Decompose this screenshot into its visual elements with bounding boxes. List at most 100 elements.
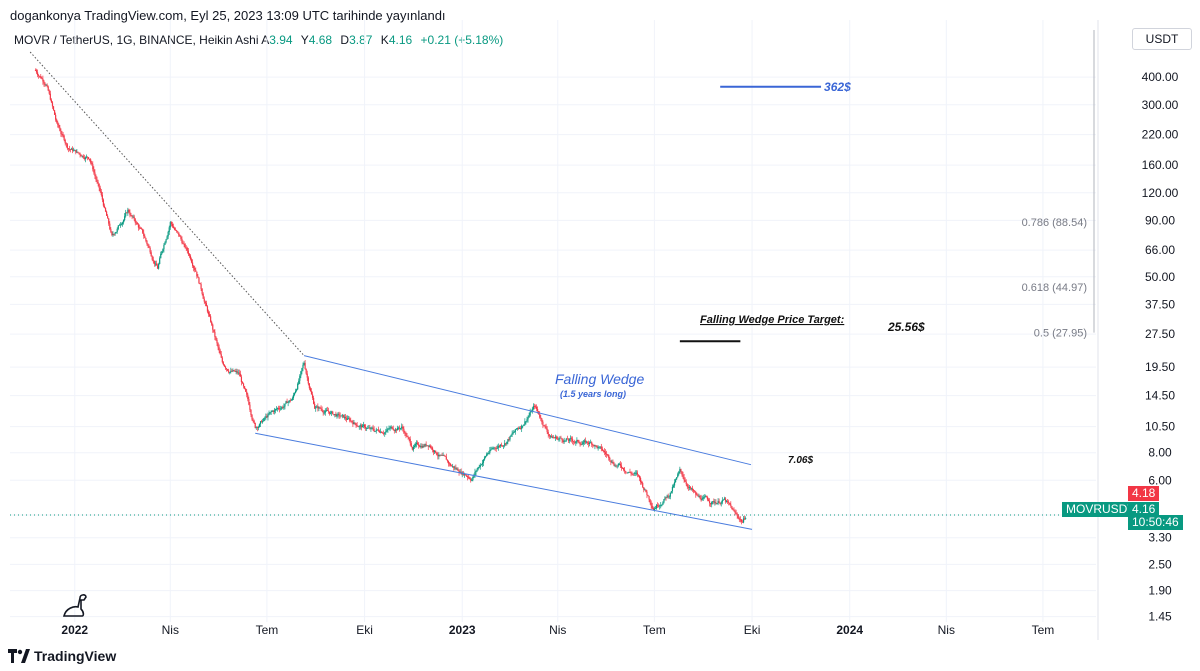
candle-body	[582, 442, 584, 445]
candle-body	[354, 422, 356, 424]
candle-body	[251, 415, 253, 420]
candle-body	[85, 156, 88, 158]
high-label: Y	[300, 33, 309, 47]
candle-body	[291, 398, 293, 400]
candle-body	[356, 425, 358, 427]
candle-body	[493, 447, 495, 449]
candle-body	[592, 444, 594, 446]
candle-body	[396, 427, 399, 431]
candle-body	[604, 452, 607, 454]
candle-body	[435, 450, 437, 453]
candle-body	[223, 364, 226, 367]
candle-body	[201, 288, 203, 294]
candle-body	[189, 255, 192, 260]
candle-body	[733, 509, 735, 511]
candle-body	[104, 207, 107, 212]
candle-body	[235, 371, 237, 372]
candle-body	[446, 459, 448, 462]
candle-body	[490, 449, 492, 451]
candle-body	[481, 462, 484, 465]
candle-body	[326, 410, 329, 411]
dino-icon[interactable]	[62, 594, 87, 617]
candle-body	[528, 415, 530, 418]
candle-body	[179, 235, 181, 237]
candle-body	[300, 371, 302, 376]
unit-label[interactable]: USDT	[1132, 28, 1192, 50]
candle-body	[535, 406, 538, 409]
candle-body	[448, 463, 451, 465]
candle-body	[292, 394, 295, 399]
candle-body	[444, 455, 446, 457]
candle-body	[363, 424, 366, 428]
candle-body	[126, 212, 128, 214]
candle-body	[64, 139, 66, 144]
last-price-tag: 4.16	[1128, 502, 1160, 517]
candle-body	[626, 472, 628, 474]
candle-body	[176, 230, 178, 232]
candle-body	[193, 265, 195, 269]
candle-body	[673, 482, 676, 486]
candle-body	[684, 479, 686, 482]
candle-body	[305, 368, 307, 374]
candle-body	[637, 474, 640, 476]
candle-body	[216, 339, 218, 344]
candle-body	[244, 386, 246, 389]
candle-body	[699, 496, 701, 499]
candle-body	[377, 429, 379, 431]
candle-body	[730, 504, 732, 507]
candle-body	[315, 407, 317, 409]
candle-body	[728, 502, 730, 503]
candle-body	[112, 234, 114, 236]
candle-body	[230, 370, 232, 373]
candle-body	[447, 461, 450, 464]
candle-body	[491, 448, 493, 450]
candle-body	[452, 466, 454, 468]
candle-body	[395, 429, 398, 431]
candle-body	[540, 417, 542, 419]
candle-body	[142, 228, 144, 233]
candle-body	[465, 475, 468, 477]
candle-body	[656, 505, 659, 506]
candle-body	[688, 487, 691, 488]
candle-body	[534, 406, 537, 408]
candle-body	[183, 243, 185, 245]
candle-body	[432, 449, 435, 453]
candle-body	[44, 83, 46, 86]
candle-body	[307, 377, 309, 384]
candle-body	[360, 425, 362, 428]
candle-body	[724, 498, 727, 502]
candle-body	[297, 383, 299, 390]
candle-body	[387, 428, 389, 430]
candle-body	[532, 406, 534, 410]
candle-body	[271, 410, 273, 412]
candle-body	[512, 432, 514, 434]
candle-body	[690, 488, 693, 490]
candle-body	[186, 247, 188, 251]
candle-body	[477, 467, 479, 470]
candle-body	[646, 491, 648, 495]
candle-body	[282, 407, 284, 408]
candle-body	[720, 502, 722, 504]
candle-body	[358, 426, 360, 428]
candle-body	[115, 231, 117, 234]
candle-body	[430, 447, 433, 449]
candle-body	[200, 284, 202, 289]
candle-body	[214, 331, 216, 337]
candle-body	[611, 461, 613, 463]
candle-body	[46, 84, 48, 87]
candle-body	[405, 433, 407, 437]
candle-body	[103, 205, 106, 208]
candle-body	[742, 518, 745, 523]
candle-body	[95, 175, 97, 180]
candle-body	[437, 454, 439, 457]
candle-body	[628, 471, 630, 473]
candle-body	[195, 270, 197, 272]
brand-name: TradingView	[34, 648, 117, 664]
candle-body	[274, 409, 276, 411]
candle-body	[492, 448, 494, 450]
candle-body	[336, 414, 338, 417]
candle-body	[513, 431, 515, 433]
candle-body	[301, 368, 303, 372]
x-tick-label: Tem	[1032, 623, 1055, 637]
